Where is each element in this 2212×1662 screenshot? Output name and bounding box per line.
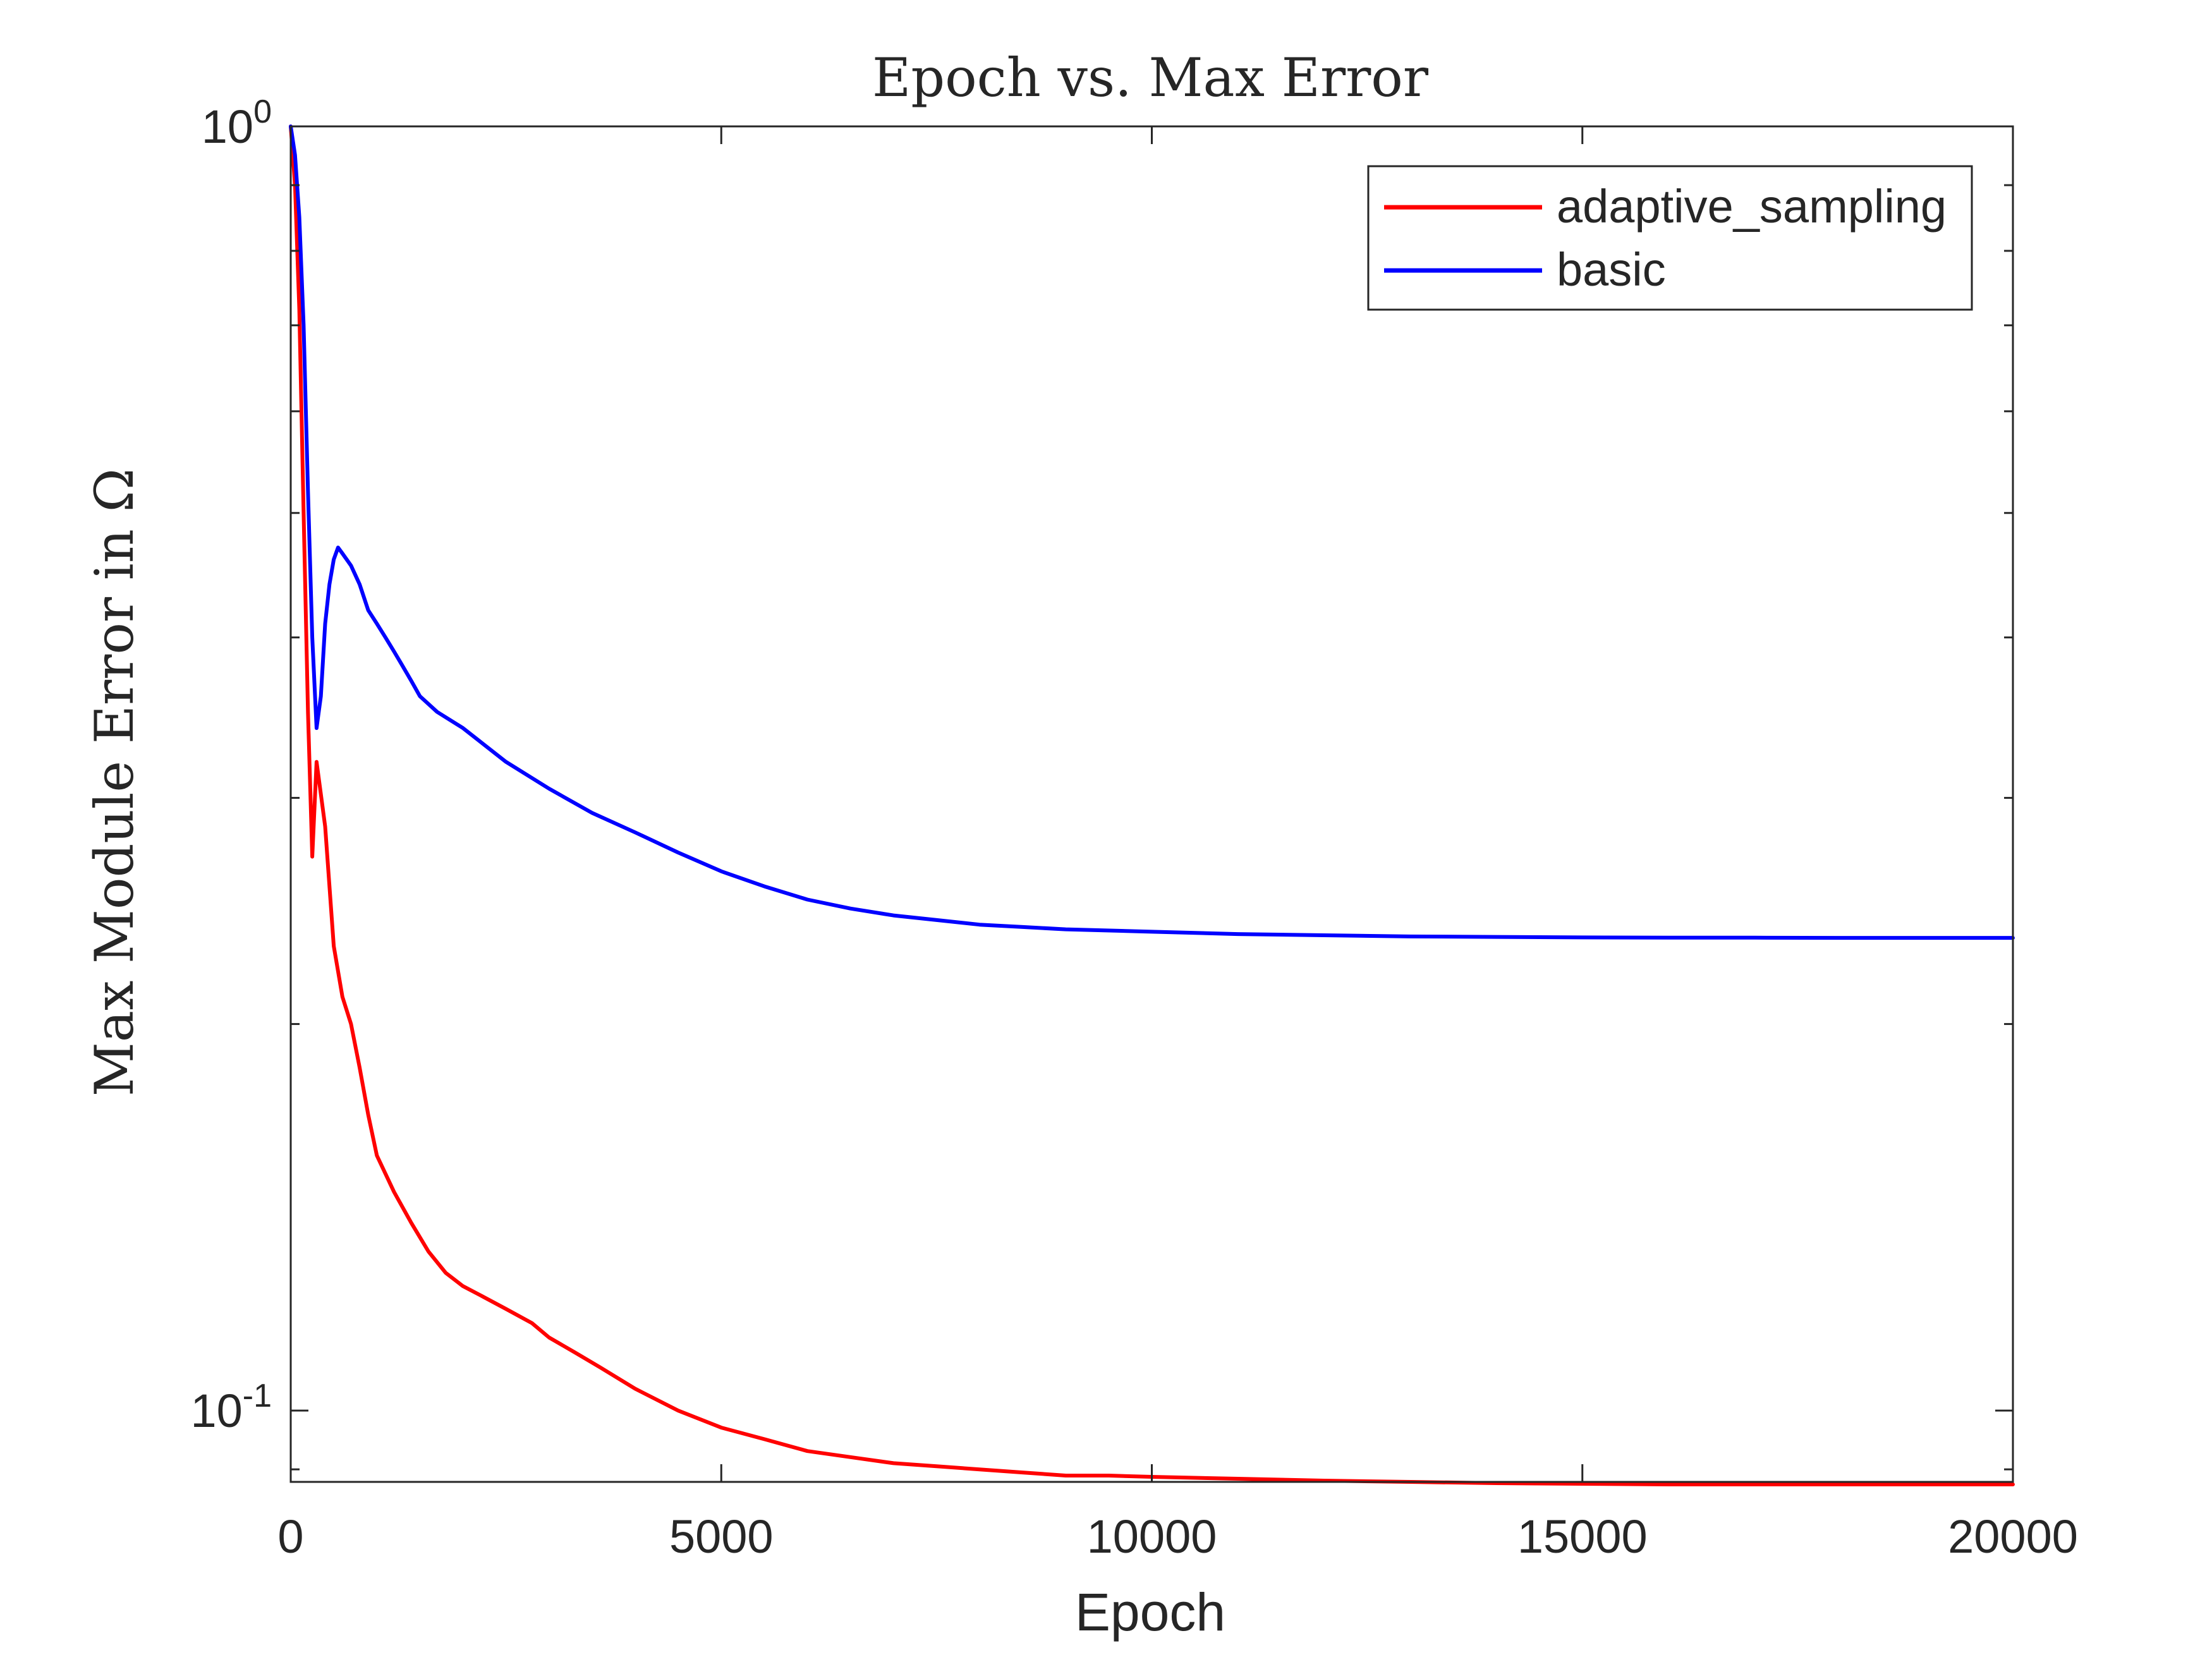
x-axis-label: Epoch bbox=[1075, 1582, 1225, 1642]
y-tick-label: 100 bbox=[202, 94, 272, 153]
series-line-adaptive-sampling bbox=[289, 124, 2015, 1486]
y-tick-label: 10-1 bbox=[190, 1378, 272, 1437]
x-tick-label: 20000 bbox=[1948, 1510, 2078, 1563]
plot-area bbox=[289, 124, 2015, 1486]
legend-box bbox=[1367, 165, 1973, 311]
plot-frame bbox=[289, 125, 2014, 1483]
chart-title: Epoch vs. Max Error bbox=[872, 47, 1429, 109]
x-tick-label: 10000 bbox=[1087, 1510, 1217, 1563]
x-tick-label: 5000 bbox=[669, 1510, 774, 1563]
y-axis-label: Max Module Error in Ω bbox=[83, 468, 145, 1096]
legend-label-basic: basic bbox=[1557, 243, 1666, 296]
x-tick-label: 0 bbox=[277, 1510, 303, 1563]
series-line-basic bbox=[289, 124, 2015, 940]
x-tick-label: 15000 bbox=[1517, 1510, 1648, 1563]
legend-label-adaptive-sampling: adaptive_sampling bbox=[1557, 180, 1947, 233]
legend: adaptive_sampling basic bbox=[1367, 165, 1973, 311]
axis-ticks: 0 5000 10000 15000 20000 10-1 100 bbox=[190, 94, 2077, 1563]
